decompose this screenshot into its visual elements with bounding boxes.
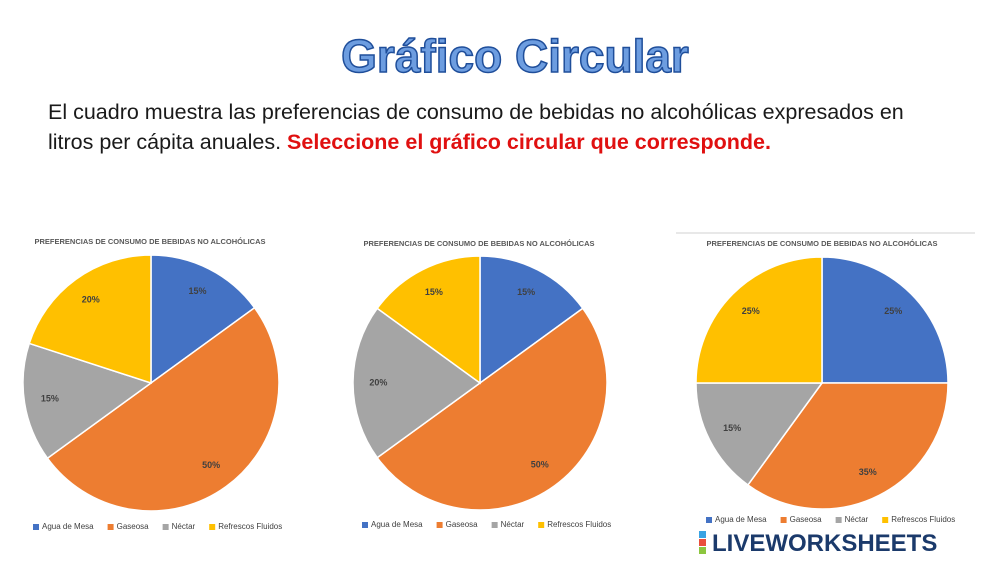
slice-label: 15% [723, 423, 741, 433]
pie-slice [821, 256, 949, 384]
legend-swatch [538, 522, 545, 528]
logo-square [699, 531, 706, 538]
instruction-text: litros per cápita anuales. [48, 130, 281, 154]
legend-swatch [33, 524, 39, 530]
legend-label: Gaseosa [117, 522, 150, 531]
slice-label: 25% [742, 306, 760, 316]
pie-slice [352, 307, 482, 459]
legend-swatch [107, 524, 114, 530]
pie-slice [376, 255, 481, 385]
slice-label: 20% [82, 295, 100, 305]
legend-swatch [835, 517, 842, 523]
chart-title: PREFERENCIAS DE CONSUMO DE BEBIDAS NO AL… [35, 237, 266, 246]
legend-label: Refrescos Fluidos [547, 520, 611, 529]
pie-slice [46, 306, 280, 512]
legend-label: Gaseosa [446, 520, 479, 529]
legend-swatch [362, 522, 368, 528]
legend-swatch [209, 524, 216, 530]
instruction-highlight: Seleccione el gráfico circular que corre… [287, 130, 771, 154]
chart-title: PREFERENCIAS DE CONSUMO DE BEBIDAS NO AL… [364, 239, 595, 248]
pie-slice [22, 342, 153, 460]
slice-label: 15% [517, 287, 535, 297]
slice-label: 50% [202, 460, 220, 470]
logo-text: LIVEWORKSHEETS [712, 530, 937, 557]
legend-label: Néctar [501, 520, 525, 529]
legend-label: Néctar [845, 515, 869, 524]
legend-label: Refrescos Fluidos [218, 522, 282, 531]
legend-swatch [882, 517, 889, 523]
instructions: El cuadro muestra las preferencias de co… [48, 100, 910, 154]
pie-slice [376, 307, 608, 511]
slice-label: 20% [369, 377, 387, 387]
legend-swatch [436, 522, 443, 528]
logo-square [699, 539, 706, 546]
legend-swatch [491, 522, 498, 528]
slice-label: 15% [41, 393, 59, 403]
pie-slice [695, 256, 823, 384]
pie-slice [28, 254, 152, 385]
legend-swatch [162, 524, 169, 530]
chart-title: PREFERENCIAS DE CONSUMO DE BEBIDAS NO AL… [707, 239, 938, 248]
legend-label: Refrescos Fluidos [891, 515, 955, 524]
pie-slice [479, 255, 584, 385]
instruction-text: El cuadro muestra las preferencias de co… [48, 100, 904, 124]
slice-label: 35% [859, 467, 877, 477]
legend-label: Gaseosa [790, 515, 823, 524]
pie-slice [746, 382, 949, 510]
logo: LIVEWORKSHEETS [699, 530, 937, 557]
logo-square [699, 547, 706, 554]
slice-label: 15% [425, 287, 443, 297]
legend-label: Néctar [172, 522, 196, 531]
page-title: Gráfico Circular [341, 30, 689, 82]
legend-swatch [706, 517, 712, 523]
legend-label: Agua de Mesa [371, 520, 423, 529]
pie-slice [695, 382, 824, 486]
pie-slice [150, 254, 256, 385]
legend-swatch [780, 517, 787, 523]
legend-label: Agua de Mesa [42, 522, 94, 531]
slice-label: 50% [531, 460, 549, 470]
legend-label: Agua de Mesa [715, 515, 767, 524]
slice-label: 25% [884, 306, 902, 316]
slice-label: 15% [188, 286, 206, 296]
